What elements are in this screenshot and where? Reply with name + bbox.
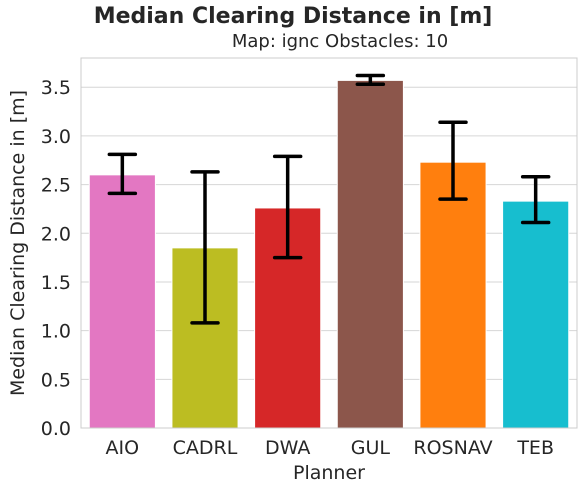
x-tick-labels: AIO CADRL DWA GUL ROSNAV TEB [106, 437, 554, 459]
bar-gul [336, 79, 404, 429]
y-tick-label: 2.0 [41, 223, 71, 245]
x-tick-label: DWA [265, 437, 310, 459]
bar-aio [88, 174, 156, 429]
plot-frame [80, 57, 578, 429]
x-tick-label: CADRL [173, 437, 238, 459]
chart-subtitle: Map: ignc Obstacles: 10 [231, 31, 449, 52]
y-tick-label: 0.0 [41, 418, 71, 440]
x-tick-label: GUL [351, 437, 391, 459]
x-tick-label: ROSNAV [413, 437, 492, 459]
y-axis-label: Median Clearing Distance in [m] [7, 90, 29, 396]
error-bars [107, 73, 551, 325]
y-tick-label: 1.5 [41, 272, 71, 294]
x-axis-label: Planner [293, 462, 365, 484]
y-tick-label: 3.0 [41, 126, 71, 148]
chart-title: Median Clearing Distance in [m] [93, 4, 493, 29]
y-tick-label: 3.5 [41, 77, 71, 99]
bar-rosnav [419, 161, 487, 429]
x-tick-label: TEB [516, 437, 554, 459]
bars [88, 79, 570, 429]
y-tick-label: 0.5 [41, 369, 71, 391]
x-tick-label: AIO [106, 437, 140, 459]
y-tick-label: 2.5 [41, 175, 71, 197]
y-tick-label: 1.0 [41, 321, 71, 343]
bar-teb [502, 200, 570, 429]
y-tick-labels: 0.0 0.5 1.0 1.5 2.0 2.5 3.0 3.5 [41, 77, 71, 440]
